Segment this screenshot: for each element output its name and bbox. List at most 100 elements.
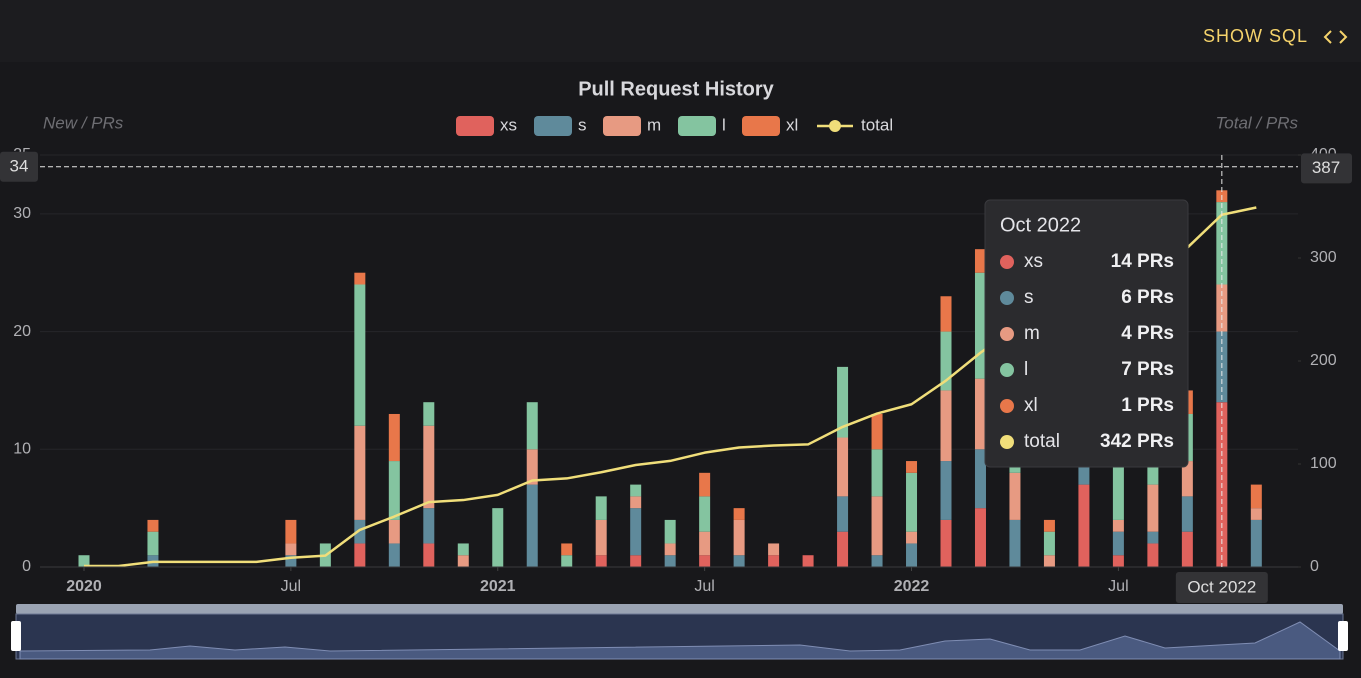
tooltip-value: 1 PRs <box>1121 395 1174 416</box>
tooltip-value: 4 PRs <box>1121 323 1174 344</box>
bar-segment <box>1147 531 1159 544</box>
tooltip-value: 6 PRs <box>1121 287 1174 308</box>
bar-segment <box>1181 531 1193 567</box>
legend-label: total <box>861 115 893 134</box>
bar-segment <box>1181 496 1193 532</box>
bar-segment <box>388 519 400 544</box>
bar-segment <box>940 331 952 391</box>
tooltip-dot <box>1000 327 1014 341</box>
crosshair-y-box <box>0 151 38 182</box>
bar-segment <box>354 543 366 567</box>
bar-segment <box>595 519 607 556</box>
bar-segment <box>492 508 504 567</box>
bar-segment <box>733 519 745 556</box>
bar-segment <box>147 531 159 556</box>
bar-segment <box>699 555 711 567</box>
bar-segment <box>940 519 952 567</box>
bar-segment <box>733 508 745 520</box>
bar-segment <box>1043 531 1055 556</box>
axes: 01020303501002003004002020Jul2021Jul2022… <box>13 146 1337 595</box>
chart-title: Pull Request History <box>578 78 774 100</box>
y2-axis-title: Total / PRs <box>1215 113 1298 132</box>
bar-segment <box>871 496 883 556</box>
bar-segment <box>526 449 538 485</box>
bar-segment <box>423 402 435 426</box>
bar-segment <box>1147 484 1159 532</box>
tooltip-title: Oct 2022 <box>1000 214 1081 236</box>
x-tick-label: 2022 <box>894 578 930 595</box>
bar-segment <box>457 543 469 556</box>
crosshair-y2-label: 387 <box>1312 158 1340 177</box>
bar-segment <box>630 508 642 556</box>
bar-segment <box>974 272 986 379</box>
legend-swatch <box>742 116 780 136</box>
bar-segment <box>1043 519 1055 532</box>
bar-segment <box>699 531 711 556</box>
button-label[interactable]: SHOW SQL <box>1203 26 1308 46</box>
bar-segment <box>147 519 159 532</box>
bar-segment <box>1147 461 1159 485</box>
bar-segment <box>940 390 952 462</box>
tooltip-name: m <box>1024 323 1040 344</box>
bar-segment <box>906 461 918 473</box>
bar-segment <box>664 543 676 556</box>
bar-segment <box>733 555 745 567</box>
bar-segment <box>1078 484 1090 567</box>
slider-right-handle[interactable] <box>1338 621 1348 651</box>
bar-segment <box>871 555 883 567</box>
bar-segment <box>906 531 918 544</box>
tooltip-value: 342 PRs <box>1100 431 1174 452</box>
bar-segment <box>768 543 780 556</box>
bar-segment <box>837 366 849 438</box>
bar-segment <box>1181 461 1193 497</box>
zoom-slider[interactable] <box>11 604 1348 660</box>
code-icon[interactable] <box>1323 30 1348 44</box>
bar-segment <box>561 543 573 556</box>
bar-segment <box>699 496 711 532</box>
bar-segment <box>457 555 469 567</box>
bar-segment <box>940 296 952 332</box>
crosshair: 34 387 Oct 2022 <box>0 151 1352 603</box>
bar-segment <box>1147 543 1159 567</box>
tooltip-dot <box>1000 255 1014 269</box>
tooltip-name: xs <box>1024 251 1043 272</box>
bar-segment <box>285 555 297 567</box>
bar-segment <box>1250 484 1262 509</box>
bar-segment <box>1112 519 1124 532</box>
bar-segment <box>837 531 849 567</box>
crosshair-y2-box <box>1301 153 1352 184</box>
legend-swatch <box>534 116 572 136</box>
bar-segment <box>837 437 849 497</box>
x-tick-label: Jul <box>1108 578 1128 595</box>
slider-handle-bar[interactable] <box>16 604 1343 614</box>
x-tick-label: 2021 <box>480 578 516 595</box>
bar-segment <box>354 272 366 285</box>
tooltip-dot <box>1000 363 1014 377</box>
legend-label: xl <box>786 115 798 134</box>
show-sql-button[interactable]: SHOW SQL <box>1203 26 1348 46</box>
x-tick-label: Jul <box>281 578 301 595</box>
bar-segment <box>768 555 780 567</box>
bar-segment <box>285 519 297 544</box>
tooltip-name: l <box>1024 359 1028 380</box>
y-tick-label: 10 <box>13 441 31 458</box>
slider-preview <box>19 621 1341 660</box>
bar-segment <box>526 402 538 450</box>
bar-segment <box>595 555 607 567</box>
tooltip-dot <box>1000 435 1014 449</box>
bar-segment <box>630 484 642 497</box>
bar-segment <box>974 508 986 567</box>
bar-segment <box>871 413 883 450</box>
tooltip-dot <box>1000 291 1014 305</box>
bar-segment <box>837 496 849 532</box>
y-tick-label: 0 <box>22 558 31 575</box>
bar-segment <box>664 519 676 544</box>
tooltip-name: total <box>1024 431 1060 452</box>
legend-label: xs <box>500 115 517 134</box>
tooltip-name: xl <box>1024 395 1038 416</box>
y-tick-label: 30 <box>13 205 31 222</box>
slider-left-handle[interactable] <box>11 621 21 651</box>
y2-tick-label: 100 <box>1310 455 1337 472</box>
